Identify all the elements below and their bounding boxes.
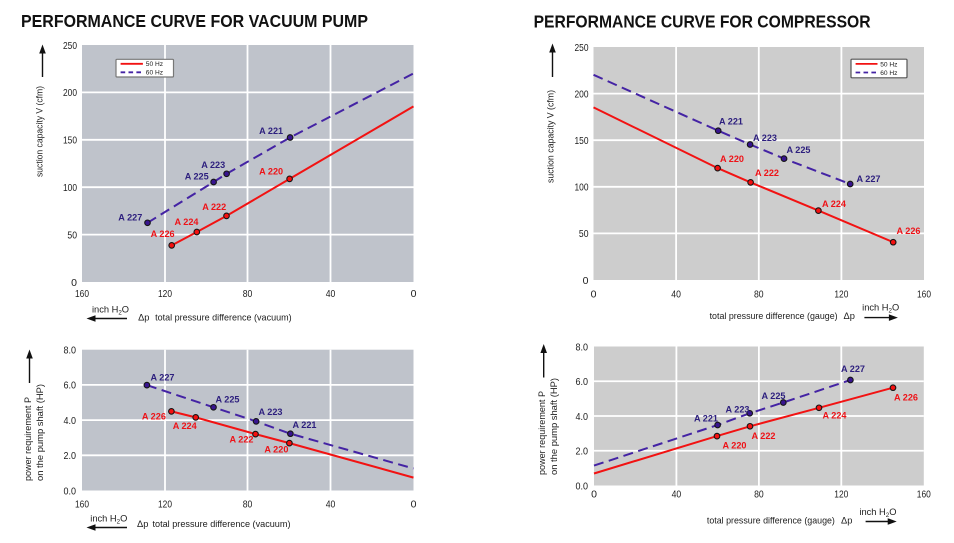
svg-text:Δp: Δp bbox=[841, 516, 852, 526]
svg-text:60 Hz: 60 Hz bbox=[880, 70, 897, 77]
svg-text:A 225: A 225 bbox=[787, 145, 812, 156]
svg-text:120: 120 bbox=[834, 489, 848, 501]
svg-text:50 Hz: 50 Hz bbox=[880, 61, 897, 68]
svg-text:0: 0 bbox=[591, 289, 597, 301]
svg-text:100: 100 bbox=[63, 182, 77, 194]
svg-text:suction capacity V (cfm): suction capacity V (cfm) bbox=[35, 86, 45, 177]
svg-text:150: 150 bbox=[575, 135, 589, 147]
svg-text:A 222: A 222 bbox=[230, 435, 254, 446]
svg-text:A 222: A 222 bbox=[752, 431, 776, 442]
svg-text:power requirement P: power requirement P bbox=[537, 391, 547, 475]
svg-text:40: 40 bbox=[326, 288, 336, 300]
svg-text:4.0: 4.0 bbox=[64, 415, 77, 427]
svg-text:on the pump shaft (HP): on the pump shaft (HP) bbox=[549, 378, 559, 475]
svg-text:A 220: A 220 bbox=[264, 445, 288, 456]
svg-text:120: 120 bbox=[834, 289, 848, 301]
svg-text:A 223: A 223 bbox=[259, 407, 283, 418]
svg-text:A 225: A 225 bbox=[185, 172, 210, 183]
svg-text:A 220: A 220 bbox=[259, 167, 283, 178]
svg-text:250: 250 bbox=[63, 40, 77, 52]
svg-text:on the pump shaft (HP): on the pump shaft (HP) bbox=[35, 384, 45, 481]
svg-text:total pressure difference (vac: total pressure difference (vacuum) bbox=[153, 519, 291, 529]
svg-text:8.0: 8.0 bbox=[576, 341, 589, 353]
svg-text:80: 80 bbox=[243, 499, 253, 511]
svg-text:80: 80 bbox=[243, 288, 253, 300]
svg-text:PERFORMANCE CURVE FOR COMPRESS: PERFORMANCE CURVE FOR COMPRESSOR bbox=[534, 12, 871, 32]
svg-text:6.0: 6.0 bbox=[64, 380, 77, 392]
svg-text:0: 0 bbox=[591, 489, 597, 501]
svg-text:Δp: Δp bbox=[137, 519, 148, 529]
svg-text:A 227: A 227 bbox=[841, 364, 865, 375]
svg-text:A 224: A 224 bbox=[173, 421, 198, 432]
svg-text:total pressure difference (gau: total pressure difference (gauge) bbox=[710, 311, 838, 321]
svg-text:A 221: A 221 bbox=[259, 126, 284, 137]
svg-text:A 223: A 223 bbox=[201, 160, 225, 171]
svg-text:A 222: A 222 bbox=[202, 202, 226, 213]
svg-text:120: 120 bbox=[158, 499, 172, 511]
svg-text:A 225: A 225 bbox=[762, 391, 787, 402]
svg-text:200: 200 bbox=[575, 88, 589, 100]
svg-text:160: 160 bbox=[917, 289, 931, 301]
svg-text:A 227: A 227 bbox=[151, 373, 175, 384]
svg-text:A 226: A 226 bbox=[142, 412, 166, 423]
svg-text:60 Hz: 60 Hz bbox=[146, 70, 163, 77]
svg-text:200: 200 bbox=[63, 87, 77, 99]
svg-text:250: 250 bbox=[575, 42, 589, 54]
svg-text:8.0: 8.0 bbox=[64, 345, 77, 357]
svg-text:A 226: A 226 bbox=[894, 393, 918, 404]
svg-text:Δp: Δp bbox=[138, 313, 149, 323]
svg-text:A 221: A 221 bbox=[694, 414, 719, 425]
svg-text:total pressure difference (gau: total pressure difference (gauge) bbox=[707, 516, 835, 526]
svg-text:2.0: 2.0 bbox=[64, 450, 77, 462]
svg-text:40: 40 bbox=[672, 489, 682, 501]
svg-text:A 222: A 222 bbox=[755, 168, 779, 179]
svg-text:A 224: A 224 bbox=[823, 411, 848, 422]
svg-text:A 224: A 224 bbox=[822, 199, 847, 210]
svg-text:100: 100 bbox=[575, 182, 589, 194]
svg-text:A 223: A 223 bbox=[726, 405, 750, 416]
svg-text:0: 0 bbox=[411, 499, 417, 511]
svg-text:50 Hz: 50 Hz bbox=[146, 61, 163, 68]
svg-text:4.0: 4.0 bbox=[576, 411, 589, 423]
svg-text:150: 150 bbox=[63, 135, 77, 147]
svg-text:0: 0 bbox=[71, 277, 77, 289]
svg-text:2.0: 2.0 bbox=[576, 446, 589, 458]
svg-text:A 227: A 227 bbox=[118, 213, 142, 224]
svg-text:0.0: 0.0 bbox=[64, 485, 77, 497]
svg-text:A 220: A 220 bbox=[720, 154, 744, 165]
svg-text:total pressure difference (vac: total pressure difference (vacuum) bbox=[155, 313, 292, 323]
svg-text:A 220: A 220 bbox=[723, 441, 747, 452]
svg-text:40: 40 bbox=[671, 289, 681, 301]
svg-text:80: 80 bbox=[754, 489, 764, 501]
svg-text:160: 160 bbox=[75, 499, 89, 511]
svg-text:0: 0 bbox=[583, 275, 589, 287]
svg-text:A 223: A 223 bbox=[753, 133, 777, 144]
svg-text:6.0: 6.0 bbox=[576, 376, 589, 388]
svg-text:80: 80 bbox=[754, 289, 764, 301]
svg-text:A 227: A 227 bbox=[857, 174, 881, 185]
svg-text:A 226: A 226 bbox=[151, 229, 175, 240]
svg-text:40: 40 bbox=[326, 499, 336, 511]
svg-text:Δp: Δp bbox=[844, 311, 855, 321]
svg-text:A 225: A 225 bbox=[216, 395, 241, 406]
svg-text:0.0: 0.0 bbox=[576, 480, 589, 492]
svg-text:power requirement P: power requirement P bbox=[23, 397, 33, 481]
svg-text:suction capacity V (cfm): suction capacity V (cfm) bbox=[546, 90, 556, 183]
svg-text:A 226: A 226 bbox=[897, 226, 921, 237]
svg-text:160: 160 bbox=[75, 288, 89, 300]
svg-text:120: 120 bbox=[158, 288, 172, 300]
svg-text:50: 50 bbox=[67, 229, 77, 241]
svg-text:A 224: A 224 bbox=[175, 217, 200, 228]
svg-text:50: 50 bbox=[579, 228, 589, 240]
svg-text:160: 160 bbox=[917, 489, 931, 501]
svg-text:A 221: A 221 bbox=[719, 117, 744, 128]
svg-text:PERFORMANCE CURVE FOR VACUUM P: PERFORMANCE CURVE FOR VACUUM PUMP bbox=[21, 11, 368, 31]
svg-text:0: 0 bbox=[411, 288, 417, 300]
svg-text:A 221: A 221 bbox=[293, 420, 318, 431]
